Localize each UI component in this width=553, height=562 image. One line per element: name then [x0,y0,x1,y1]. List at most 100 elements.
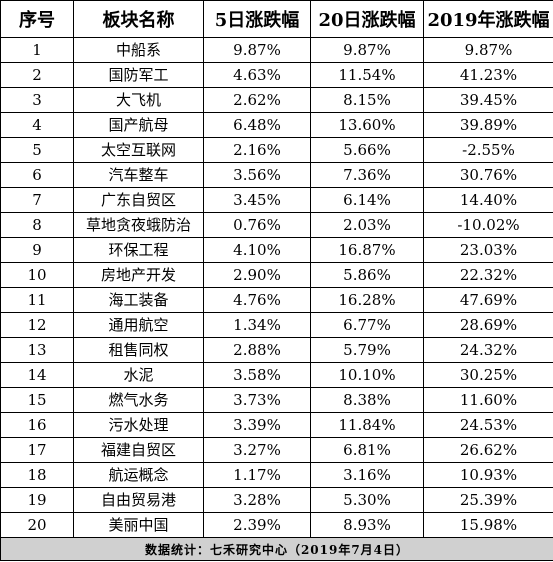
cell-sector-name: 福建自贸区 [73,437,204,463]
cell-20d-change: 6.81% [310,437,424,463]
cell-index: 2 [0,62,74,88]
cell-5d-change: 3.28% [203,487,311,513]
cell-20d-change: 9.87% [310,37,424,63]
cell-sector-name: 汽车整车 [73,162,204,188]
cell-5d-change: 4.10% [203,237,311,263]
cell-5d-change: 3.39% [203,412,311,438]
cell-5d-change: 2.88% [203,337,311,363]
cell-20d-change: 13.60% [310,112,424,138]
cell-ytd-change: 39.45% [423,87,553,113]
cell-index: 13 [0,337,74,363]
cell-ytd-change: 23.03% [423,237,553,263]
cell-ytd-change: 22.32% [423,262,553,288]
cell-ytd-change: 11.60% [423,387,553,413]
cell-ytd-change: 14.40% [423,187,553,213]
table-row: 16 污水处理 3.39% 11.84% 24.53% [0,412,553,438]
cell-sector-name: 航运概念 [73,462,204,488]
cell-sector-name: 燃气水务 [73,387,204,413]
table-row: 8 草地贪夜蛾防治 0.76% 2.03% -10.02% [0,212,553,238]
cell-ytd-change: 9.87% [423,37,553,63]
cell-index: 6 [0,162,74,188]
data-source-note: 数据统计：七禾研究中心（2019年7月4日） [0,537,553,561]
cell-20d-change: 6.77% [310,312,424,338]
cell-5d-change: 2.62% [203,87,311,113]
table-row: 11 海工装备 4.76% 16.28% 47.69% [0,287,553,313]
cell-20d-change: 16.87% [310,237,424,263]
cell-sector-name: 水泥 [73,362,204,388]
cell-20d-change: 7.36% [310,162,424,188]
cell-sector-name: 通用航空 [73,312,204,338]
cell-ytd-change: 41.23% [423,62,553,88]
table-row: 14 水泥 3.58% 10.10% 30.25% [0,362,553,388]
cell-sector-name: 大飞机 [73,87,204,113]
cell-index: 18 [0,462,74,488]
header-row: 序号 板块名称 5日涨跌幅 20日涨跌幅 2019年涨跌幅 [0,0,553,38]
header-index: 序号 [0,0,74,38]
cell-ytd-change: 24.53% [423,412,553,438]
cell-sector-name: 美丽中国 [73,512,204,538]
header-20d-change: 20日涨跌幅 [310,0,424,38]
cell-sector-name: 租售同权 [73,337,204,363]
cell-index: 1 [0,37,74,63]
cell-ytd-change: 10.93% [423,462,553,488]
table-row: 6 汽车整车 3.56% 7.36% 30.76% [0,162,553,188]
table-row: 1 中船系 9.87% 9.87% 9.87% [0,37,553,63]
cell-5d-change: 0.76% [203,212,311,238]
cell-5d-change: 1.34% [203,312,311,338]
table-row: 20 美丽中国 2.39% 8.93% 15.98% [0,512,553,538]
table-row: 9 环保工程 4.10% 16.87% 23.03% [0,237,553,263]
cell-5d-change: 1.17% [203,462,311,488]
cell-5d-change: 3.27% [203,437,311,463]
cell-sector-name: 国产航母 [73,112,204,138]
cell-index: 10 [0,262,74,288]
cell-index: 5 [0,137,74,163]
cell-index: 8 [0,212,74,238]
cell-20d-change: 8.93% [310,512,424,538]
cell-ytd-change: -2.55% [423,137,553,163]
cell-sector-name: 草地贪夜蛾防治 [73,212,204,238]
table-row: 17 福建自贸区 3.27% 6.81% 26.62% [0,437,553,463]
table-body: 1 中船系 9.87% 9.87% 9.87% 2 国防军工 4.63% 11.54% 41.23… [0,37,553,538]
table-row: 19 自由贸易港 3.28% 5.30% 25.39% [0,487,553,513]
cell-20d-change: 5.79% [310,337,424,363]
cell-20d-change: 5.86% [310,262,424,288]
cell-index: 12 [0,312,74,338]
cell-index: 7 [0,187,74,213]
cell-index: 15 [0,387,74,413]
cell-sector-name: 环保工程 [73,237,204,263]
table-row: 4 国产航母 6.48% 13.60% 39.89% [0,112,553,138]
table-row: 12 通用航空 1.34% 6.77% 28.69% [0,312,553,338]
cell-20d-change: 6.14% [310,187,424,213]
cell-ytd-change: 28.69% [423,312,553,338]
cell-index: 3 [0,87,74,113]
cell-ytd-change: 26.62% [423,437,553,463]
table-row: 10 房地产开发 2.90% 5.86% 22.32% [0,262,553,288]
cell-5d-change: 2.90% [203,262,311,288]
cell-20d-change: 8.38% [310,387,424,413]
table-footer: 数据统计：七禾研究中心（2019年7月4日） [0,537,553,561]
cell-ytd-change: 30.76% [423,162,553,188]
cell-index: 19 [0,487,74,513]
table-row: 5 太空互联网 2.16% 5.66% -2.55% [0,137,553,163]
cell-index: 4 [0,112,74,138]
table-row: 7 广东自贸区 3.45% 6.14% 14.40% [0,187,553,213]
cell-20d-change: 2.03% [310,212,424,238]
cell-sector-name: 房地产开发 [73,262,204,288]
cell-5d-change: 2.39% [203,512,311,538]
cell-20d-change: 16.28% [310,287,424,313]
cell-5d-change: 3.58% [203,362,311,388]
cell-index: 11 [0,287,74,313]
footer-row: 数据统计：七禾研究中心（2019年7月4日） [0,537,553,561]
cell-ytd-change: -10.02% [423,212,553,238]
cell-ytd-change: 47.69% [423,287,553,313]
cell-sector-name: 海工装备 [73,287,204,313]
cell-20d-change: 11.84% [310,412,424,438]
header-ytd-change: 2019年涨跌幅 [423,0,553,38]
table-row: 15 燃气水务 3.73% 8.38% 11.60% [0,387,553,413]
table-row: 3 大飞机 2.62% 8.15% 39.45% [0,87,553,113]
cell-ytd-change: 30.25% [423,362,553,388]
cell-sector-name: 中船系 [73,37,204,63]
cell-ytd-change: 39.89% [423,112,553,138]
cell-index: 9 [0,237,74,263]
cell-ytd-change: 15.98% [423,512,553,538]
